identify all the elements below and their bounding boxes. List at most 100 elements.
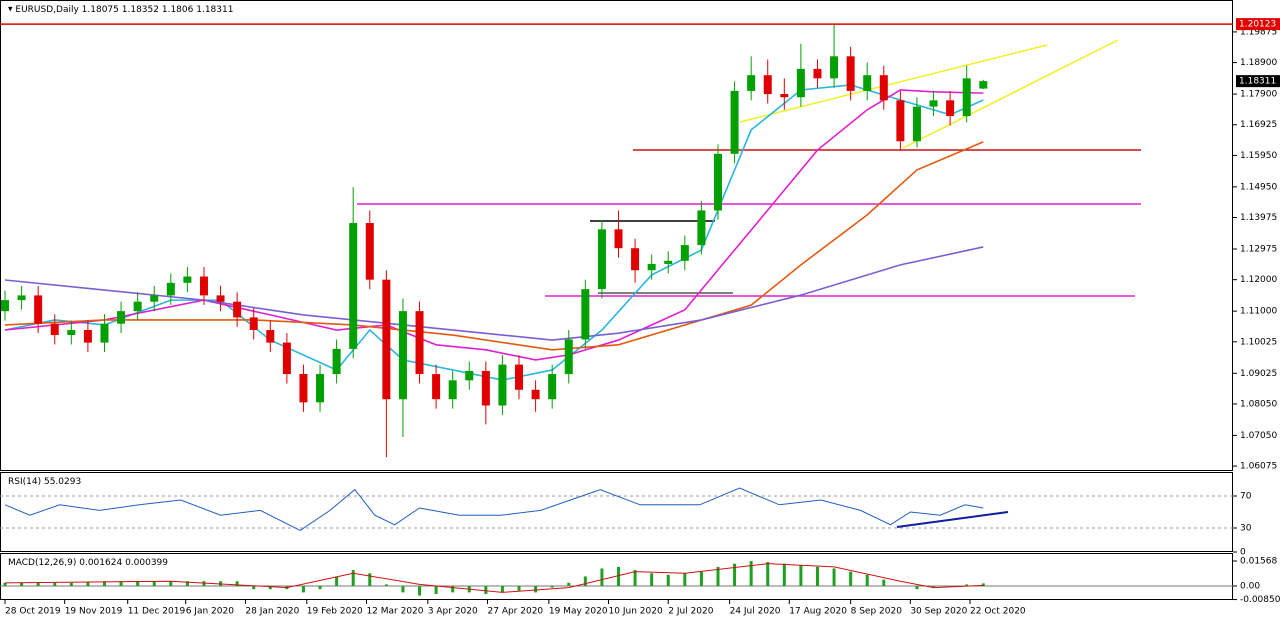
candle-body bbox=[349, 223, 358, 349]
candle-body bbox=[946, 100, 955, 117]
chart-header: ▾ EURUSD,Daily 1.18075 1.18352 1.1806 1.… bbox=[8, 5, 233, 15]
candle-body bbox=[133, 301, 142, 312]
candle-body bbox=[780, 94, 789, 98]
level-label: 1.20123 bbox=[1239, 20, 1276, 30]
y-tick-label: 1.13975 bbox=[1240, 213, 1277, 223]
candle-body bbox=[83, 330, 92, 343]
candle-body bbox=[747, 75, 756, 91]
y-tick-label: 1.19875 bbox=[1240, 27, 1277, 37]
candle-body bbox=[266, 330, 275, 343]
candle-body bbox=[846, 56, 855, 91]
x-tick-label: 3 Apr 2020 bbox=[428, 607, 478, 617]
y-tick-label: 1.18900 bbox=[1240, 58, 1277, 68]
y-tick-label: 1.12000 bbox=[1240, 275, 1277, 285]
x-tick-label: 12 Mar 2020 bbox=[366, 607, 423, 617]
y-tick-label: -0.008503 bbox=[1240, 595, 1280, 605]
y-tick-label: 1.14950 bbox=[1240, 182, 1277, 192]
candle-body bbox=[647, 263, 656, 271]
candle-body bbox=[34, 295, 43, 324]
candle-body bbox=[763, 75, 772, 95]
candle-body bbox=[233, 301, 242, 318]
candle-body bbox=[299, 374, 308, 403]
candle-body bbox=[515, 364, 524, 390]
candle-body bbox=[979, 81, 988, 89]
x-tick-label: 17 Aug 2020 bbox=[789, 607, 847, 617]
candle-body bbox=[465, 370, 474, 381]
candle-body bbox=[166, 282, 175, 296]
candle-body bbox=[614, 229, 623, 249]
candle-body bbox=[365, 223, 374, 280]
x-tick-label: 19 May 2020 bbox=[549, 607, 608, 617]
price-label: 1.18311 bbox=[1239, 77, 1276, 87]
candle-body bbox=[548, 374, 557, 400]
candle-body bbox=[150, 295, 159, 302]
x-tick-label: 19 Feb 2020 bbox=[307, 607, 363, 617]
candle-body bbox=[680, 245, 689, 261]
candle-body bbox=[17, 295, 26, 301]
header-open: 1.18075 bbox=[82, 5, 119, 15]
y-tick-label: 1.06075 bbox=[1240, 462, 1277, 472]
candle-body bbox=[581, 289, 590, 340]
candle-body bbox=[282, 342, 291, 375]
candle-body bbox=[896, 100, 905, 142]
x-tick-label: 30 Sep 2020 bbox=[910, 607, 967, 617]
y-tick-label: 1.11000 bbox=[1240, 307, 1277, 317]
candle-body bbox=[316, 374, 325, 403]
candle-body bbox=[481, 370, 490, 406]
header-low: 1.1806 bbox=[162, 5, 194, 15]
symbol: EURUSD,Daily bbox=[15, 5, 79, 15]
candle-body bbox=[498, 364, 507, 406]
candle-body bbox=[879, 75, 888, 101]
y-tick-label: 0.00 bbox=[1240, 582, 1260, 592]
rsi-line bbox=[4, 487, 984, 531]
candle-body bbox=[830, 56, 839, 79]
x-tick-label: 28 Oct 2019 bbox=[5, 607, 61, 617]
x-tick-label: 24 Jul 2020 bbox=[730, 607, 781, 617]
y-tick-label: 1.09025 bbox=[1240, 369, 1277, 379]
candle-body bbox=[962, 78, 971, 117]
candle-body bbox=[597, 229, 606, 290]
candle-body bbox=[929, 100, 938, 107]
candle-body bbox=[216, 295, 225, 302]
rsi-header: RSI(14) 55.0293 bbox=[8, 477, 81, 487]
signal-line bbox=[4, 563, 984, 593]
header-close: 1.18311 bbox=[196, 5, 233, 15]
candle-body bbox=[432, 374, 441, 400]
candle-body bbox=[697, 210, 706, 246]
x-tick-label: 11 Dec 2019 bbox=[128, 607, 186, 617]
macd-value: 0.001624 bbox=[79, 558, 122, 568]
candle-body bbox=[713, 153, 722, 211]
header-high: 1.18352 bbox=[122, 5, 159, 15]
level-label-box bbox=[1236, 18, 1280, 31]
candle-body bbox=[631, 248, 640, 271]
y-tick-label: 1.16925 bbox=[1240, 120, 1277, 130]
macd-header: MACD(12,26,9) 0.001624 0.000399 bbox=[8, 558, 168, 568]
candle-body bbox=[249, 317, 258, 331]
candle-body bbox=[398, 311, 407, 400]
candle-body bbox=[50, 323, 59, 336]
candle-body bbox=[183, 276, 192, 283]
candle-body bbox=[332, 348, 341, 375]
x-tick-label: 27 Apr 2020 bbox=[488, 607, 544, 617]
x-tick-label: 19 Nov 2019 bbox=[65, 607, 123, 617]
x-tick-label: 2 Jul 2020 bbox=[668, 607, 713, 617]
y-tick-label: 30 bbox=[1240, 524, 1252, 534]
y-tick-label: 1.08050 bbox=[1240, 399, 1277, 409]
candle-body bbox=[199, 276, 208, 296]
moving-average bbox=[4, 246, 984, 341]
y-tick-label: 0.01568 bbox=[1240, 557, 1277, 567]
candle-body bbox=[448, 380, 457, 400]
x-tick-label: 8 Sep 2020 bbox=[851, 607, 903, 617]
candle-body bbox=[117, 311, 126, 324]
y-tick-label: 1.10025 bbox=[1240, 337, 1277, 347]
candle-body bbox=[664, 260, 673, 264]
rsi-panel bbox=[0, 472, 1233, 552]
x-tick-label: 28 Jan 2020 bbox=[245, 607, 299, 617]
candle-body bbox=[813, 68, 822, 79]
x-tick-label: 22 Oct 2020 bbox=[970, 607, 1026, 617]
candle-body bbox=[796, 68, 805, 98]
rsi-trend-line bbox=[896, 511, 1009, 528]
macd-title: MACD(12,26,9) bbox=[8, 558, 76, 568]
rsi-value: 55.0293 bbox=[44, 477, 81, 487]
